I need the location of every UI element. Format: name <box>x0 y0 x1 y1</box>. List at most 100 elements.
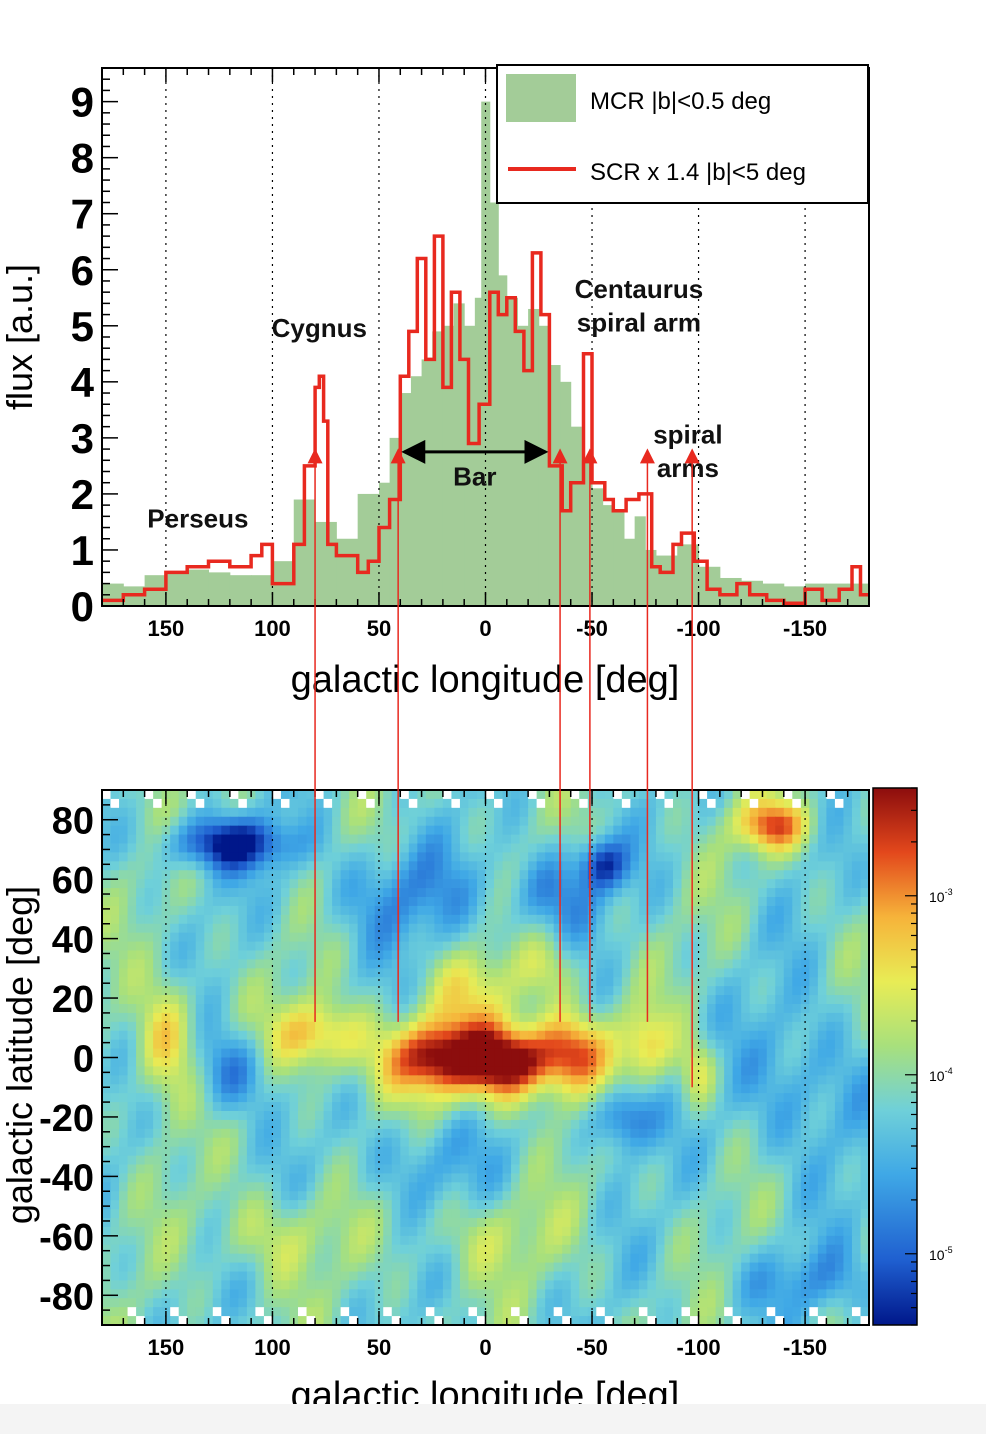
heatmap-cell <box>851 1226 862 1237</box>
heatmap-cell <box>638 825 649 836</box>
heatmap-cell <box>698 1244 708 1255</box>
heatmap-cell <box>408 1226 418 1237</box>
heatmap-cell <box>647 914 657 925</box>
heatmap-cell <box>843 995 853 1005</box>
heatmap-cell <box>204 914 214 925</box>
heatmap-cell <box>204 959 214 969</box>
heatmap-cell <box>511 977 521 987</box>
heatmap-cell <box>741 968 751 978</box>
heatmap-cell <box>834 852 845 862</box>
heatmap-cell <box>263 1218 274 1228</box>
heatmap-cell <box>732 888 742 898</box>
heatmap-cell <box>298 932 308 943</box>
heatmap-cell <box>553 1102 563 1112</box>
heatmap-cell <box>110 897 120 907</box>
heatmap-cell <box>476 932 487 943</box>
heatmap-cell <box>817 1182 827 1192</box>
heatmap-cell <box>826 1253 836 1264</box>
heatmap-cell <box>442 1226 453 1237</box>
heatmap-cell <box>170 995 180 1005</box>
heatmap-cell <box>451 1182 461 1192</box>
heatmap-cell <box>715 1048 725 1059</box>
heatmap-cell <box>621 852 631 862</box>
heatmap-cell <box>289 914 299 925</box>
heatmap-cell <box>519 834 529 845</box>
heatmap-cell <box>246 825 256 836</box>
heatmap-cell <box>604 914 614 925</box>
heatmap-cell <box>613 1253 623 1264</box>
heatmap-cell <box>323 1146 333 1157</box>
annotation-centaurus: Centaurus <box>575 274 704 304</box>
heatmap-cell <box>221 798 231 809</box>
heatmap-cell <box>408 977 418 987</box>
heatmap-cell <box>809 1093 819 1103</box>
heatmap-cell <box>511 1066 521 1076</box>
heatmap-cell <box>579 1057 589 1068</box>
heatmap-cell <box>289 897 299 907</box>
heatmap-cell <box>204 1244 214 1255</box>
heatmap-cell <box>468 807 478 818</box>
heatmap-cell <box>417 897 427 907</box>
heatmap-cell <box>161 1012 171 1023</box>
heatmap-cell <box>340 950 350 961</box>
heatmap-cell <box>195 914 205 925</box>
heatmap-cell <box>724 798 734 809</box>
heatmap-cell <box>647 1209 657 1219</box>
heatmap-cell <box>562 905 572 916</box>
heatmap-cell <box>732 1084 742 1094</box>
heatmap-cell <box>502 897 512 907</box>
heatmap-cell <box>604 968 614 978</box>
heatmap-cell <box>817 807 827 818</box>
heatmap-cell <box>485 852 495 862</box>
heatmap-cell <box>826 1039 836 1050</box>
heatmap-cell <box>289 1200 299 1210</box>
heatmap-cell <box>417 1119 427 1130</box>
heatmap-cell <box>655 852 666 862</box>
heatmap-cell <box>340 798 350 809</box>
heatmap-cell <box>638 1182 649 1192</box>
heatmap-cell <box>783 1200 793 1210</box>
heatmap-cell <box>468 1226 478 1237</box>
heatmap-cell <box>366 932 376 943</box>
heatmap-cell <box>562 1200 572 1210</box>
heatmap-cell <box>741 1093 751 1103</box>
heatmap-cell <box>442 897 453 907</box>
heatmap-cell <box>528 1093 538 1103</box>
heatmap-cell <box>434 790 444 800</box>
heatmap-cell <box>826 1155 836 1166</box>
heatmap-cell <box>613 959 623 969</box>
heatmap-cell <box>834 941 845 952</box>
heatmap-cell <box>229 1235 239 1246</box>
heatmap-cell <box>851 1093 862 1103</box>
heatmap-cell <box>332 1039 342 1050</box>
heatmap-cell <box>357 879 367 889</box>
heatmap-cell <box>724 1191 734 1201</box>
heatmap-cell <box>204 1218 214 1228</box>
heatmap-cell <box>749 986 759 996</box>
heatmap-cell <box>383 1039 393 1050</box>
heatmap-cell <box>502 807 512 818</box>
heatmap-cell <box>826 1119 836 1130</box>
heatmap-cell <box>587 825 597 836</box>
heatmap-cell <box>672 807 683 818</box>
heatmap-cell <box>536 1093 546 1103</box>
heatmap-cell <box>272 870 282 880</box>
heatmap-cell <box>366 977 376 987</box>
heatmap-cell <box>596 1021 606 1032</box>
heatmap-cell <box>732 1012 742 1023</box>
heatmap-cell <box>690 932 700 943</box>
heatmap-cell <box>502 941 512 952</box>
heatmap-cell <box>434 1004 444 1014</box>
heatmap-cell <box>391 825 401 836</box>
heatmap-cell <box>349 879 359 889</box>
heatmap-cell <box>707 1244 717 1255</box>
heatmap-cell <box>383 1128 393 1139</box>
heatmap-cell <box>391 897 401 907</box>
heatmap-cell <box>562 897 572 907</box>
annotation-spiral: spiral <box>653 419 722 449</box>
heatmap-cell <box>255 798 265 809</box>
heatmap-cell <box>579 1119 589 1130</box>
heatmap-cell <box>178 1253 188 1264</box>
heatmap-cell <box>672 1004 683 1014</box>
heatmap-cell <box>400 1111 410 1121</box>
